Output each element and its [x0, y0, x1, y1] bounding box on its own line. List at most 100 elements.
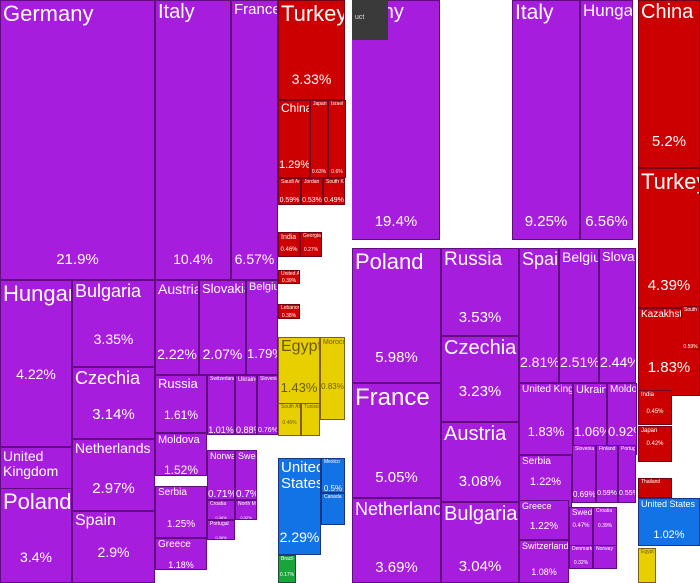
tile-denmark[interactable]: Denmark 0.32% — [569, 545, 593, 569]
tile-south-korea[interactable]: South Korea 0.59% — [681, 306, 700, 350]
tile-value: 3.53% — [458, 309, 502, 326]
tile-egypt[interactable]: Egypt — [638, 548, 656, 583]
tile-slovenia[interactable]: Slovenia 0.76% — [257, 375, 278, 435]
tile-slovakia[interactable]: Slovakia 2.44% — [599, 248, 636, 383]
tile-saudi-arabia[interactable]: Saudi Arabia 0.59% — [278, 178, 301, 205]
tile-united-states[interactable]: United States 1.02% — [638, 498, 700, 546]
tile-bulgaria[interactable]: Bulgaria 3.35% — [72, 280, 155, 367]
tile-label: Slovenia — [575, 446, 595, 452]
tile-united-arab-emirates[interactable]: United Arab Emirates0.39% — [278, 270, 300, 284]
tile-value: 1.43% — [280, 380, 318, 395]
tile-value: 0.42% — [646, 441, 664, 447]
tile-value: 2.81% — [520, 354, 559, 370]
tile-label: Germany — [3, 1, 94, 26]
tile-canada[interactable]: Canada — [321, 493, 345, 525]
tile-value: 0.55% — [619, 490, 635, 497]
tile-croatia[interactable]: Croatia 0.39% — [593, 507, 617, 547]
tile-united-states[interactable]: United States 2.29% — [278, 458, 321, 555]
tile-hungary[interactable]: Hungary 4.22% — [0, 280, 72, 447]
tile-russia[interactable]: Russia 3.53% — [441, 248, 519, 336]
tile-ukraine[interactable]: Ukraine 0.88% — [235, 375, 257, 435]
tile-japan[interactable]: Japan 0.63% — [310, 100, 328, 178]
tile-lebanon[interactable]: Lebanon 0.38% — [278, 304, 300, 319]
tile-russia[interactable]: Russia 1.61% — [155, 375, 207, 433]
tile-portugal[interactable]: Portugal 0.36% — [207, 520, 235, 540]
tile-ukraine[interactable]: Ukraine 1.06% — [573, 383, 607, 455]
tile-france[interactable]: France 6.57% — [231, 0, 278, 280]
tile-finland[interactable]: Finland 0.59% — [596, 445, 618, 503]
tile-portugal[interactable]: Portugal 0.55% — [618, 445, 636, 503]
tile-austria[interactable]: Austria 3.08% — [441, 422, 519, 502]
tile-turkey[interactable]: Turkey 4.39% — [638, 168, 700, 308]
tile-label: United Arab Emirates — [281, 271, 300, 277]
tile-label: China — [281, 101, 310, 115]
tile-croatia[interactable]: Croatia 0.36% — [207, 500, 235, 520]
tile-slovakia[interactable]: Slovakia 2.07% — [199, 280, 246, 375]
tile-value: 0.5% — [323, 484, 343, 493]
tile-value: 0.92% — [608, 424, 636, 439]
tile-china[interactable]: China 1.29% — [278, 100, 310, 178]
tile-italy[interactable]: Italy 10.4% — [155, 0, 231, 280]
tile-hungary[interactable]: Hungary 6.56% — [580, 0, 633, 240]
tile-czechia[interactable]: Czechia 3.14% — [72, 367, 155, 439]
tile-bulgaria[interactable]: Bulgaria 3.04% — [441, 502, 519, 583]
tile-value: 2.29% — [279, 529, 320, 545]
tile-label: Kazakhstan — [641, 309, 694, 320]
tile-germany[interactable]: Germany 21.9% — [0, 0, 155, 280]
tile-united-kingdom[interactable]: United Kingdom 1.83% — [519, 383, 573, 455]
tile-value: 0.59% — [597, 490, 617, 497]
tile-value: 6.57% — [234, 251, 275, 267]
tile-label: India — [281, 234, 297, 241]
tile-greece[interactable]: Greece 1.18% — [155, 538, 207, 570]
tile-value: 1.83% — [647, 359, 691, 376]
tile-georgia[interactable]: Georgia 0.27% — [300, 232, 322, 257]
tile-label: Brazil — [281, 556, 294, 562]
tile-italy[interactable]: Italy 9.25% — [512, 0, 580, 240]
tile-label: South Korea — [326, 179, 344, 185]
tile-label: Japan — [641, 428, 658, 434]
tile-moldova[interactable]: Moldova 1.52% — [155, 433, 207, 476]
tile-norway[interactable]: Norway 0.71% — [207, 450, 235, 500]
tile-sweden[interactable]: Sweden 0.7% — [235, 450, 257, 500]
tile-moldova[interactable]: Moldova 0.92% — [607, 383, 637, 455]
tile-south-korea[interactable]: South Korea 0.49% — [323, 178, 345, 205]
tile-slovenia[interactable]: Slovenia 0.69% — [572, 445, 596, 503]
tile-switzerland[interactable]: Switzerland 1.08% — [519, 540, 569, 583]
tile-south-africa[interactable]: South Africa 0.46% — [278, 403, 301, 436]
tile-india[interactable]: India 0.45% — [638, 390, 672, 425]
tile-netherlands[interactable]: Netherlands 2.97% — [72, 439, 155, 511]
tile-china[interactable]: China 5.2% — [638, 0, 700, 168]
tile-value: 1.79% — [247, 346, 277, 361]
tile-spain[interactable]: Spain 2.81% — [519, 248, 559, 383]
tile-jordan[interactable]: Jordan 0.53% — [301, 178, 323, 205]
tile-norway[interactable]: Norway — [593, 545, 617, 569]
tile-serbia[interactable]: Serbia 1.25% — [155, 486, 207, 538]
tile-turkey[interactable]: Turkey 3.33% — [278, 0, 345, 100]
tile-switzerland[interactable]: Switzerland 1.01% — [207, 375, 235, 435]
tile-czechia[interactable]: Czechia 3.23% — [441, 336, 519, 422]
tile-label: Finland — [599, 446, 616, 452]
tile-mexico[interactable]: Mexico 0.5% — [321, 458, 345, 493]
tile-spain[interactable]: Spain 2.9% — [72, 511, 155, 583]
tile-belgium[interactable]: Belgium 1.79% — [246, 280, 278, 375]
tile-label: France — [234, 1, 278, 18]
tile-belgium[interactable]: Belgium 2.51% — [559, 248, 599, 383]
tile-label: Serbia — [158, 487, 187, 498]
tile-japan[interactable]: Japan 0.42% — [638, 426, 672, 462]
tile-morocco[interactable]: Morocco 0.83% — [320, 337, 345, 420]
tile-value: 5.05% — [375, 469, 418, 486]
tile-poland[interactable]: Poland 5.98% — [352, 248, 441, 383]
tile-france[interactable]: France 5.05% — [352, 383, 441, 498]
tile-label: Hungary — [3, 281, 71, 306]
tile-brazil[interactable]: Brazil 0.17% — [278, 555, 296, 583]
tile-israel[interactable]: Israel 0.6% — [328, 100, 346, 178]
tile-north-macedonia[interactable]: North Macedonia 0.32% — [235, 500, 257, 520]
tile-india[interactable]: India 0.46% — [278, 232, 300, 257]
tile-netherlands[interactable]: Netherlands 3.69% — [352, 498, 441, 583]
tile-austria[interactable]: Austria 2.22% — [155, 280, 199, 375]
tile-poland[interactable]: Poland 3.4% — [0, 488, 72, 583]
tile-thailand[interactable]: Thailand — [638, 478, 672, 498]
tile-tunisia[interactable]: Tunisia — [301, 403, 320, 436]
tile-sweden[interactable]: Sweden 0.47% — [569, 507, 593, 547]
tile-greece[interactable]: Greece 1.22% — [519, 500, 569, 540]
